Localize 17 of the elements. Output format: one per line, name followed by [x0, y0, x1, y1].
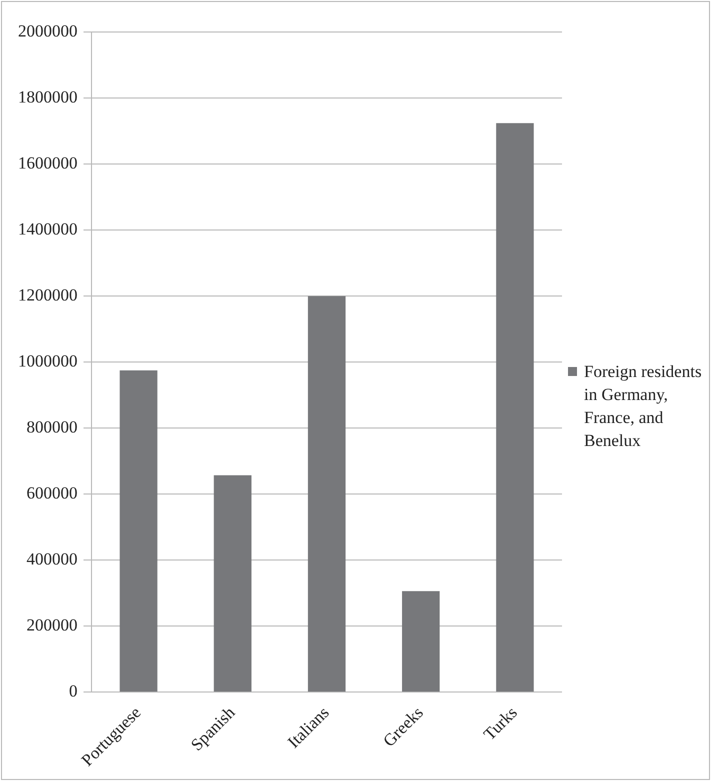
y-tick-label: 0 — [69, 682, 78, 701]
bar — [214, 475, 252, 692]
y-tick-label: 1200000 — [18, 286, 78, 305]
y-tick-label: 800000 — [26, 418, 78, 437]
y-tick-label: 200000 — [26, 616, 78, 635]
y-tick-label: 1400000 — [18, 220, 78, 239]
y-tick-label: 1800000 — [18, 87, 78, 106]
bar — [496, 123, 534, 692]
y-tick-label: 400000 — [26, 550, 78, 569]
bar — [120, 370, 158, 692]
bar — [402, 591, 440, 692]
y-tick-label: 600000 — [26, 484, 78, 503]
y-tick-label: 1600000 — [18, 154, 78, 172]
y-tick-label: 2000000 — [18, 21, 78, 40]
y-tick-label: 1000000 — [18, 352, 78, 371]
bar — [308, 296, 346, 692]
legend-label: Foreign residents in Germany, France, and Benelux — [584, 361, 703, 452]
